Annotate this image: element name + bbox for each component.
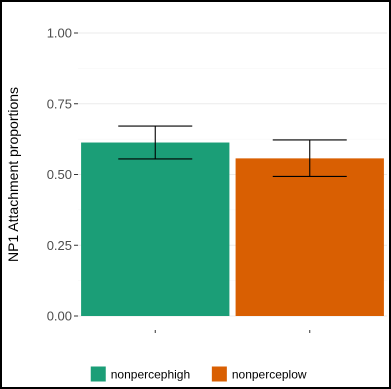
y-tick-label: 0.75 xyxy=(47,96,72,111)
legend-swatch xyxy=(211,366,227,382)
y-tick-label: 0.00 xyxy=(47,309,72,324)
bars xyxy=(81,142,384,316)
error-bar-nonperceplow xyxy=(272,139,347,178)
legend-item-nonpercephigh: nonpercephigh xyxy=(90,366,190,382)
y-tick-label: 0.25 xyxy=(47,238,72,253)
error-bar-nonpercephigh xyxy=(118,125,193,160)
legend: nonpercephigh nonperceplow xyxy=(90,366,307,382)
bar-nonpercephigh xyxy=(81,142,230,316)
legend-item-nonperceplow: nonperceplow xyxy=(211,366,307,382)
x-axis xyxy=(154,330,311,333)
y-axis-title: NP1 Attachment proportions xyxy=(5,87,21,262)
legend-label: nonperceplow xyxy=(232,368,307,382)
y-axis: 0.00 0.25 0.50 0.75 1.00 xyxy=(47,26,78,324)
legend-swatch xyxy=(90,366,106,382)
bar-nonperceplow xyxy=(235,158,384,316)
y-tick-label: 1.00 xyxy=(47,26,72,41)
y-tick-label: 0.50 xyxy=(47,167,72,182)
bar-chart: 0.00 0.25 0.50 0.75 1.00 NP1 Attachment prop… xyxy=(5,26,387,382)
error-bars xyxy=(118,125,347,178)
legend-label: nonpercephigh xyxy=(111,368,190,382)
